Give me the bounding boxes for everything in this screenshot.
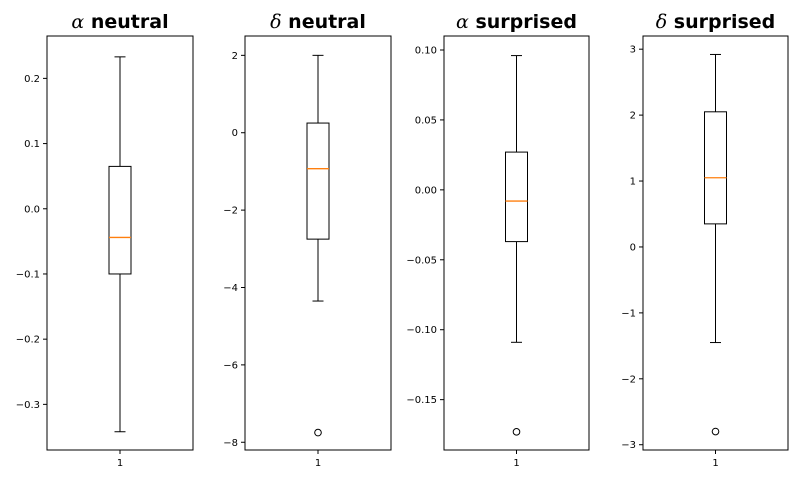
iqr-box	[108, 165, 132, 275]
title-text: surprised	[667, 11, 775, 33]
x-tick-label: 1	[315, 458, 321, 469]
boxplot-panel-3: α surprised −0.15 −0.10 −0.05 0.00 0.05 0.10 1	[406, 11, 590, 469]
y-tick-label: −2	[223, 206, 238, 217]
y-tick-label: 0.05	[415, 115, 437, 126]
boxplot-panel-4: δ surprised −3 −2 −1 0 1 2 3 1	[621, 11, 789, 469]
y-tick-label: −1	[621, 308, 636, 319]
y-tick-label: 3	[630, 45, 636, 56]
iqr-box	[306, 122, 330, 240]
y-tick-label: −0.15	[406, 395, 437, 406]
y-tick-label: −4	[223, 283, 238, 294]
y-tick-label: 2	[630, 111, 636, 122]
outlier-point	[711, 427, 720, 436]
y-tick-label: 0.0	[24, 204, 40, 215]
y-tick-label: −0.05	[406, 255, 437, 266]
y-tick-label: 0.00	[415, 185, 437, 196]
title-symbol: δ	[270, 11, 281, 33]
chart-title: δ surprised	[656, 11, 776, 33]
iqr-box	[505, 151, 528, 243]
y-tick-label: −2	[621, 374, 636, 385]
y-tick-label: −8	[223, 438, 238, 449]
boxplot-panel-2: δ neutral −8 −6 −4 −2 0 2 1	[223, 11, 392, 469]
y-tick-label: −0.2	[16, 335, 40, 346]
y-tick-label: −0.3	[16, 400, 40, 411]
title-symbol: α	[456, 11, 469, 33]
y-tick-label: 0	[232, 128, 238, 139]
y-tick-label: 0	[630, 242, 636, 253]
chart-title: α neutral	[71, 11, 168, 33]
y-tick-label: 0.1	[24, 139, 40, 150]
chart-title: α surprised	[456, 11, 577, 33]
x-tick-label: 1	[712, 458, 718, 469]
iqr-box	[704, 111, 727, 225]
y-tick-label: 2	[232, 51, 238, 62]
y-tick-label: −0.1	[16, 269, 40, 280]
y-tick-label: −6	[223, 360, 238, 371]
outlier-point	[512, 428, 521, 436]
title-text: surprised	[469, 11, 577, 33]
outlier-point	[314, 428, 322, 437]
x-tick-label: 1	[117, 458, 123, 469]
boxplot-panel-1: α neutral −0.3 −0.2 −0.1 0.0 0.1 0.2 1	[16, 11, 194, 469]
title-text: neutral	[282, 11, 366, 33]
title-text: neutral	[84, 11, 168, 33]
y-tick-label: 1	[630, 177, 636, 188]
y-tick-label: 0.10	[415, 45, 437, 56]
title-symbol: δ	[656, 11, 667, 33]
y-tick-label: 0.2	[24, 74, 40, 85]
y-tick-label: −3	[621, 440, 636, 451]
x-tick-label: 1	[513, 458, 519, 469]
chart-title: δ neutral	[270, 11, 366, 33]
title-symbol: α	[71, 11, 84, 33]
y-tick-label: −0.10	[406, 325, 437, 336]
